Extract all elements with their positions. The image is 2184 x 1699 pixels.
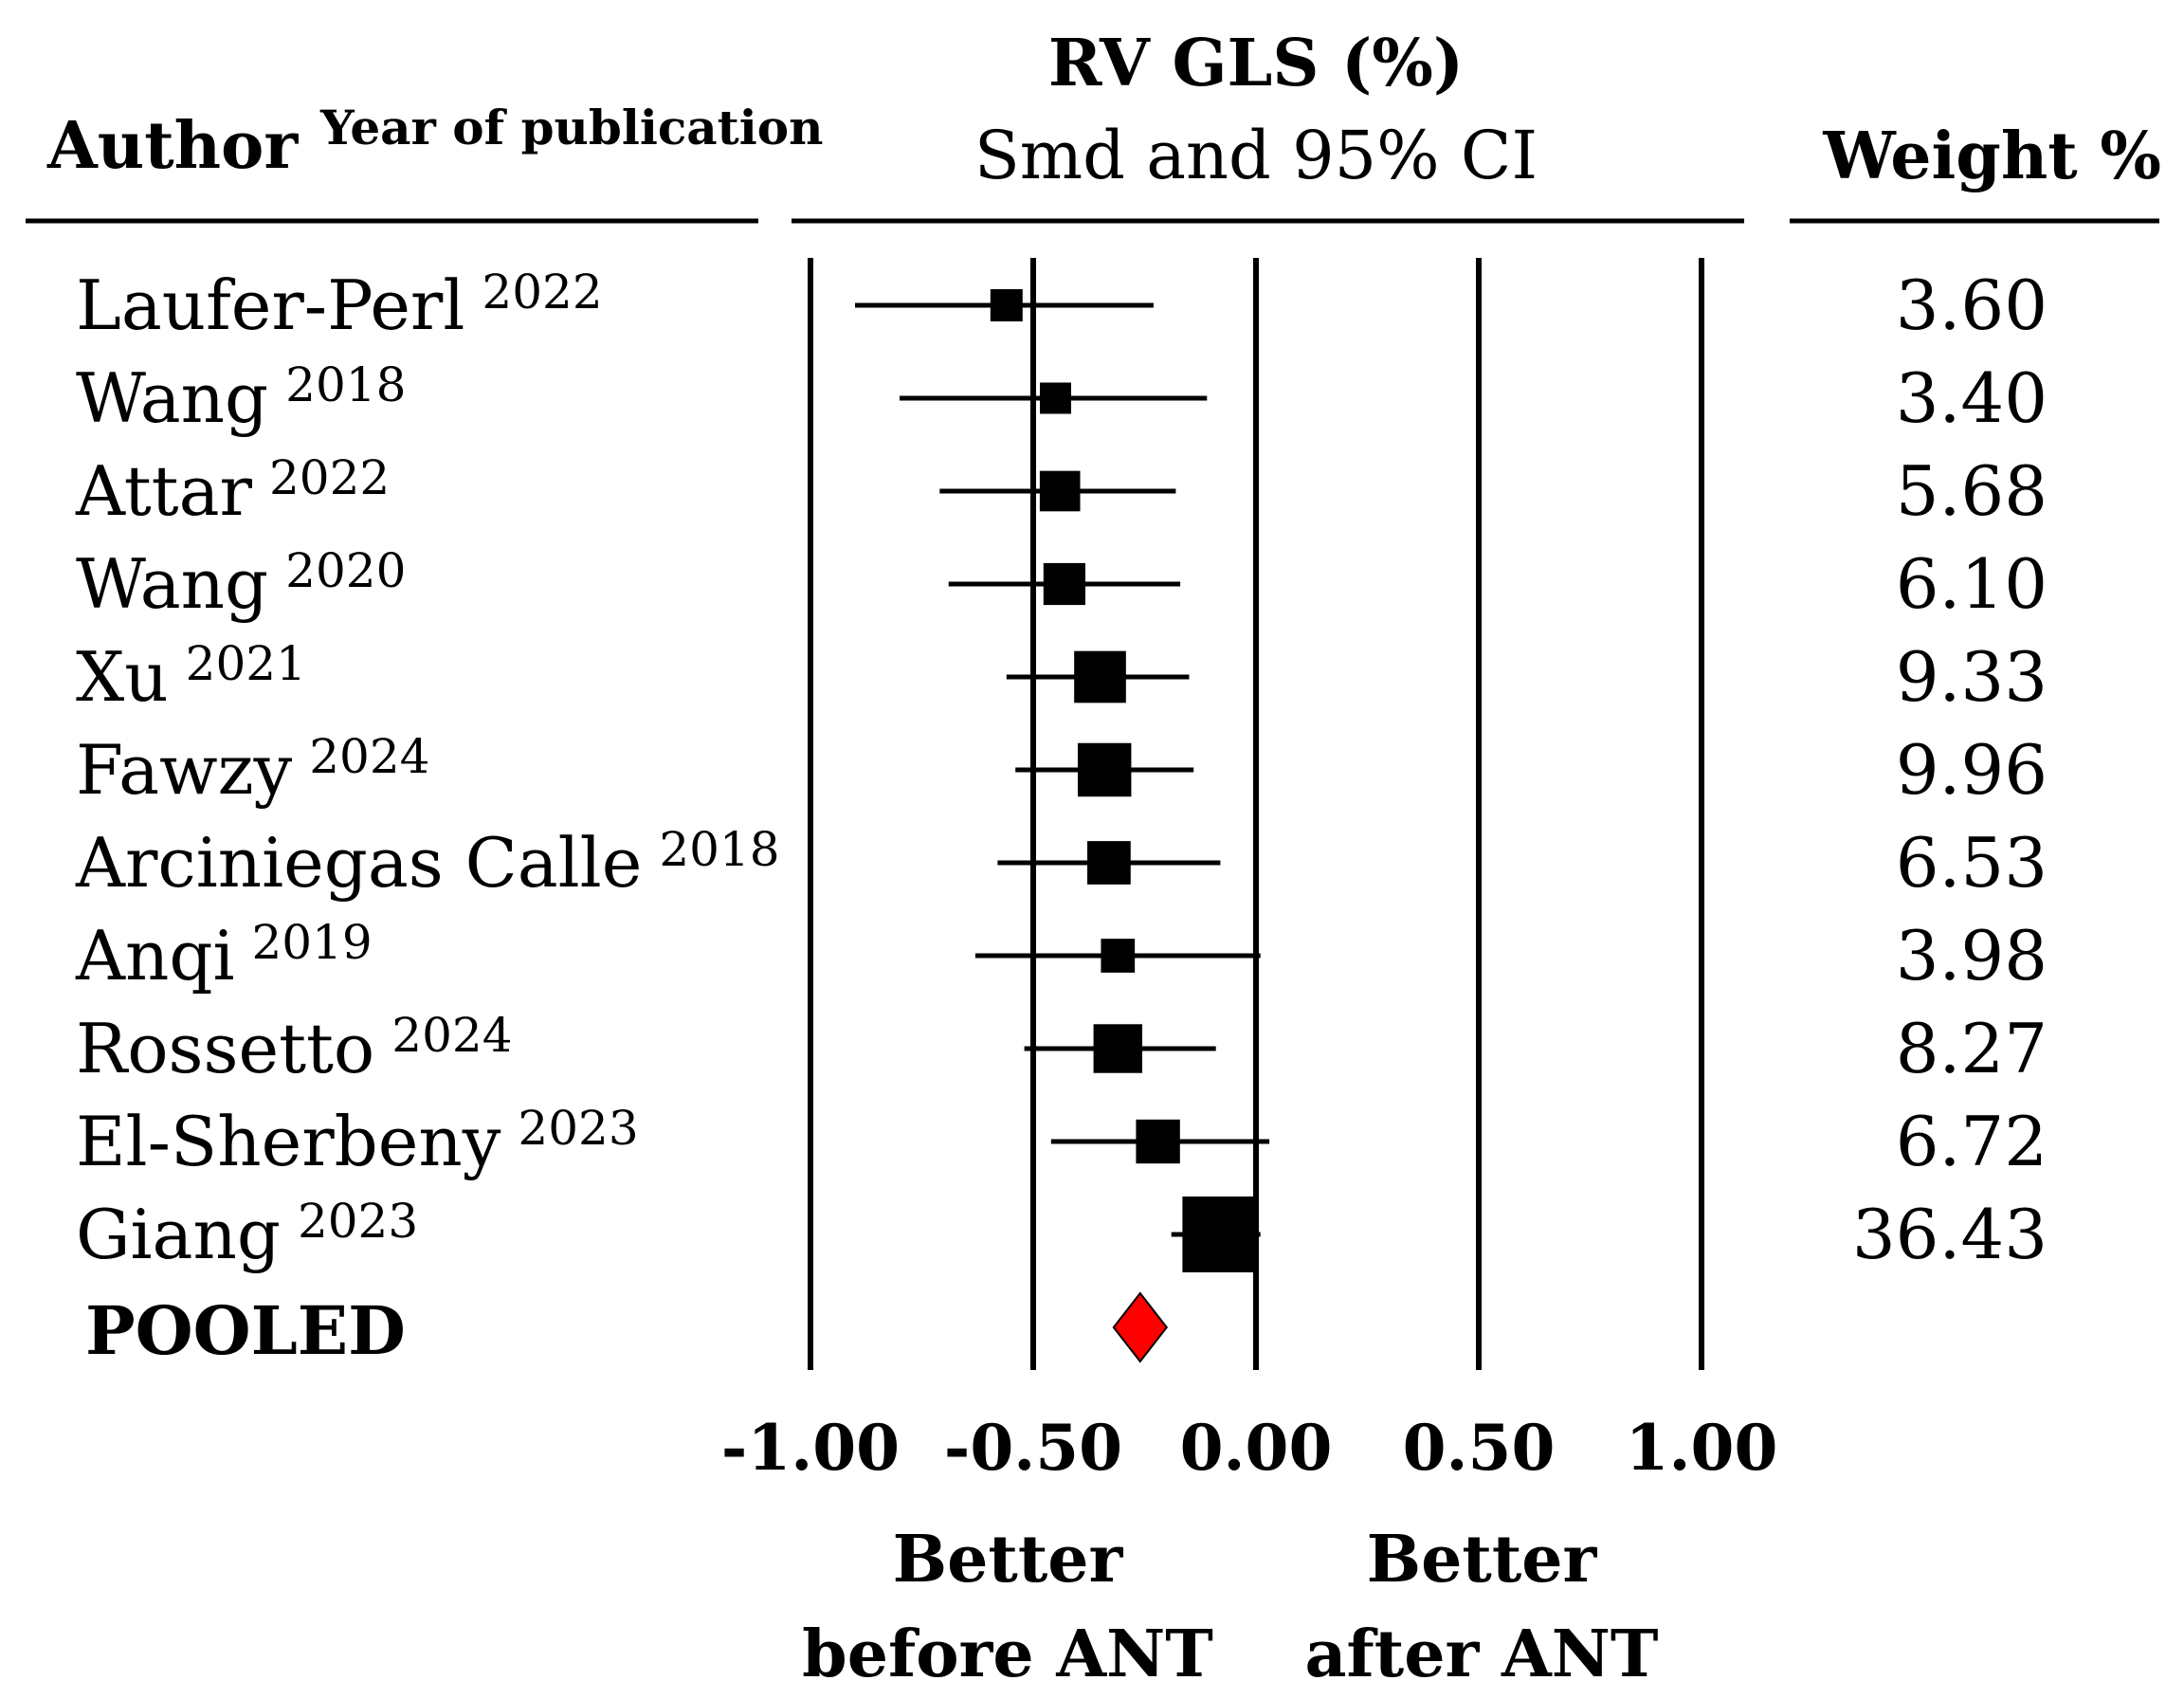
year-header: Year of publication xyxy=(319,100,823,155)
publication-year: 2021 xyxy=(186,636,306,691)
study-rows: Laufer-Perl 2022 3.60 Wang 2018 3.40 Attar 2022… xyxy=(75,265,2048,1274)
study-weight: 3.98 xyxy=(1896,916,2048,996)
study-author: Attar 2022 xyxy=(75,450,390,531)
study-weight: 8.27 xyxy=(1896,1009,2048,1088)
x-tick-label: 0.00 xyxy=(1180,1411,1333,1485)
pooled-diamond xyxy=(1112,1291,1169,1363)
study-row: Laufer-Perl 2022 3.60 xyxy=(76,265,2048,345)
study-author: El-Sherbeny 2023 xyxy=(76,1101,639,1181)
gridlines xyxy=(808,258,1704,1370)
study-author: Wang 2018 xyxy=(76,357,406,438)
publication-year: 2018 xyxy=(659,822,779,877)
author-name: Xu xyxy=(76,637,169,717)
study-row: Wang 2018 3.40 xyxy=(76,357,2048,438)
study-row: Rossetto 2024 8.27 xyxy=(76,1008,2048,1088)
study-weight: 6.53 xyxy=(1896,823,2048,903)
author-name: Rossetto xyxy=(76,1009,374,1088)
study-row: Arciniegas Calle 2018 6.53 xyxy=(75,822,2048,903)
study-row: Attar 2022 5.68 xyxy=(75,450,2048,531)
effect-marker xyxy=(1077,742,1132,797)
study-weight: 6.10 xyxy=(1896,544,2048,624)
author-name: El-Sherbeny xyxy=(76,1102,501,1181)
author-name: Laufer-Perl xyxy=(76,265,464,345)
effect-marker xyxy=(1182,1197,1259,1272)
author-name: Arciniegas Calle xyxy=(75,823,642,903)
effect-marker xyxy=(1087,841,1131,885)
study-weight: 36.43 xyxy=(1852,1195,2048,1274)
study-weight: 6.72 xyxy=(1896,1102,2048,1181)
publication-year: 2019 xyxy=(251,915,372,970)
author-name: Giang xyxy=(76,1195,281,1274)
pooled-label: POOLED xyxy=(85,1291,406,1370)
x-tick-label: -0.50 xyxy=(944,1411,1122,1485)
study-author: Arciniegas Calle 2018 xyxy=(75,822,780,903)
study-author: Xu 2021 xyxy=(76,636,306,717)
right-direction-line1: Better xyxy=(1367,1522,1598,1598)
author-name: Fawzy xyxy=(76,730,293,810)
study-row: Xu 2021 9.33 xyxy=(76,636,2048,717)
study-author: Rossetto 2024 xyxy=(76,1008,513,1088)
publication-year: 2023 xyxy=(518,1101,638,1156)
study-author: Fawzy 2024 xyxy=(76,729,429,810)
effect-marker xyxy=(1101,939,1136,973)
x-tick-label: 0.50 xyxy=(1403,1411,1556,1485)
study-row: Giang 2023 36.43 xyxy=(76,1194,2048,1274)
study-weight: 5.68 xyxy=(1896,451,2048,531)
study-author: Giang 2023 xyxy=(76,1194,418,1274)
weight-header: Weight % xyxy=(1822,119,2161,194)
author-name: Anqi xyxy=(75,916,234,996)
study-weight: 3.40 xyxy=(1896,358,2048,438)
publication-year: 2018 xyxy=(285,357,406,412)
study-author: Laufer-Perl 2022 xyxy=(76,265,603,345)
effect-marker xyxy=(1043,562,1085,606)
author-name: Attar xyxy=(75,451,253,531)
right-direction-line2: after ANT xyxy=(1304,1617,1658,1692)
left-direction-line1: Better xyxy=(893,1522,1124,1598)
study-author: Wang 2020 xyxy=(76,543,406,624)
author-name: Wang xyxy=(76,358,268,438)
publication-year: 2024 xyxy=(309,729,429,784)
effect-marker xyxy=(990,289,1023,321)
effect-marker xyxy=(1040,382,1071,414)
effect-marker xyxy=(1074,650,1126,703)
effect-marker xyxy=(1136,1119,1180,1164)
effect-marker xyxy=(1039,470,1081,512)
publication-year: 2020 xyxy=(285,543,406,598)
left-direction-line2: before ANT xyxy=(802,1617,1213,1692)
study-row: Fawzy 2024 9.96 xyxy=(76,729,2048,810)
study-row: Wang 2020 6.10 xyxy=(76,543,2048,624)
study-author: Anqi 2019 xyxy=(75,915,373,996)
study-weight: 9.33 xyxy=(1896,637,2048,717)
chart-title: RV GLS (%) xyxy=(1048,26,1464,101)
study-row: Anqi 2019 3.98 xyxy=(75,915,2048,996)
x-tick-label: 1.00 xyxy=(1626,1411,1778,1485)
publication-year: 2022 xyxy=(482,265,602,320)
chart-subtitle: Smd and 95% CI xyxy=(974,117,1538,194)
study-weight: 9.96 xyxy=(1896,730,2048,810)
author-header: Author xyxy=(46,108,299,184)
author-name: Wang xyxy=(76,544,268,624)
x-tick-label: -1.00 xyxy=(721,1411,900,1485)
x-tick-labels: -1.00 -0.50 0.00 0.50 1.00 xyxy=(721,1411,1777,1485)
publication-year: 2023 xyxy=(298,1194,418,1249)
effect-marker xyxy=(1093,1024,1143,1073)
publication-year: 2024 xyxy=(391,1008,512,1063)
study-weight: 3.60 xyxy=(1896,265,2048,345)
study-row: El-Sherbeny 2023 6.72 xyxy=(76,1101,2048,1181)
publication-year: 2022 xyxy=(269,450,390,505)
